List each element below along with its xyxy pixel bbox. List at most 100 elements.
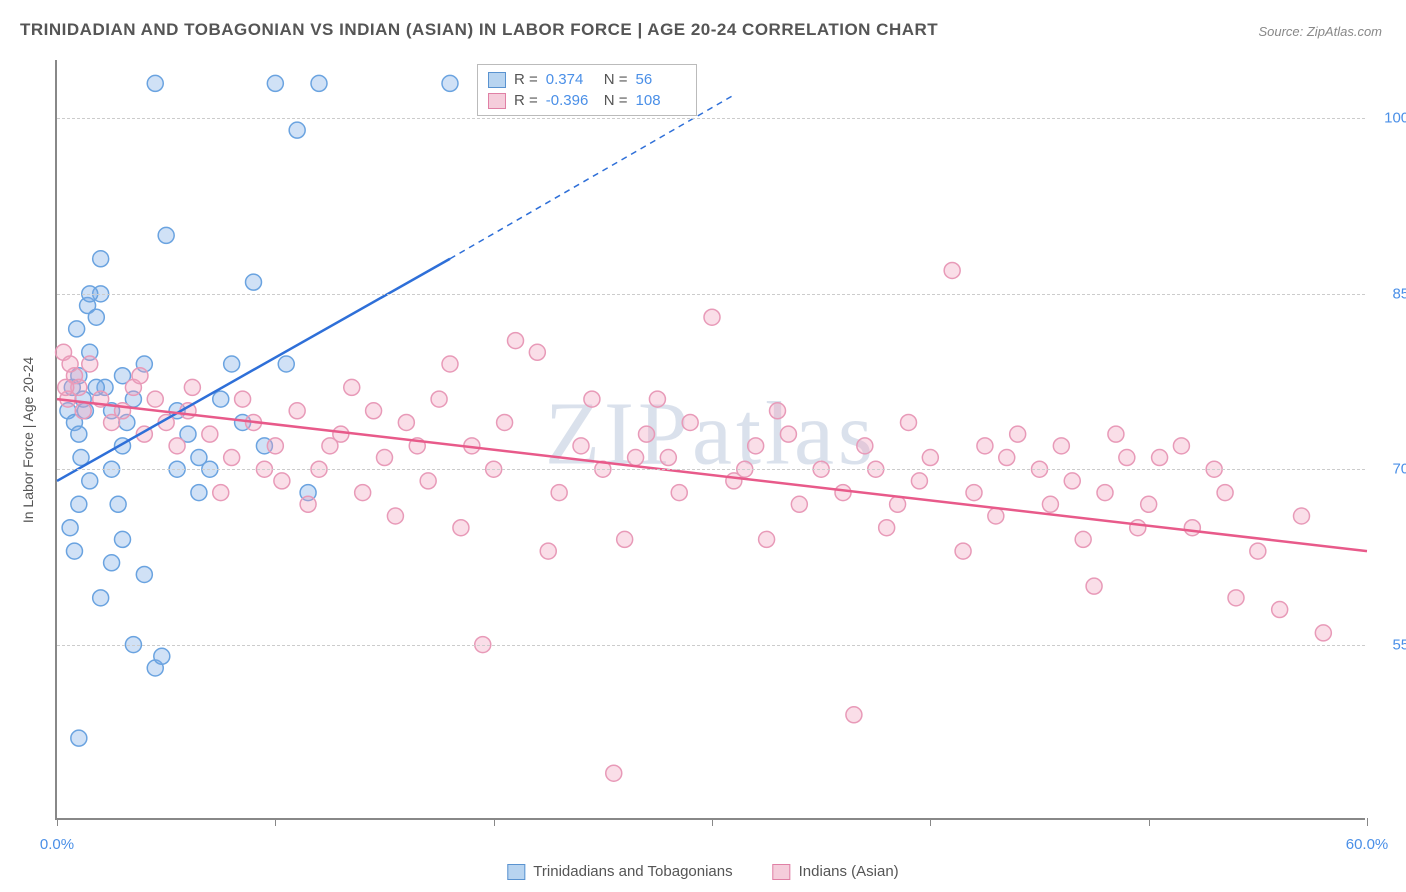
scatter-point — [540, 543, 556, 559]
stat-n-value: 56 — [636, 71, 686, 88]
trend-line — [57, 259, 450, 481]
scatter-point — [191, 450, 207, 466]
scatter-point — [1294, 508, 1310, 524]
bottom-legend-item: Indians (Asian) — [773, 863, 899, 880]
scatter-point — [508, 333, 524, 349]
scatter-point — [267, 438, 283, 454]
scatter-point — [235, 391, 251, 407]
chart-title: TRINIDADIAN AND TOBAGONIAN VS INDIAN (AS… — [20, 20, 938, 40]
scatter-point — [857, 438, 873, 454]
scatter-point — [846, 707, 862, 723]
scatter-point — [278, 356, 294, 372]
scatter-point — [442, 75, 458, 91]
stat-n-label: N = — [604, 92, 628, 109]
scatter-point — [649, 391, 665, 407]
scatter-point — [551, 485, 567, 501]
scatter-point — [791, 496, 807, 512]
scatter-point — [69, 321, 85, 337]
scatter-point — [442, 356, 458, 372]
scatter-point — [988, 508, 1004, 524]
scatter-point — [780, 426, 796, 442]
scatter-point — [584, 391, 600, 407]
scatter-point — [71, 730, 87, 746]
scatter-point — [267, 75, 283, 91]
stats-legend-row: R = 0.374 N = 56 — [488, 69, 686, 90]
scatter-point — [420, 473, 436, 489]
scatter-point — [879, 520, 895, 536]
scatter-point — [1217, 485, 1233, 501]
scatter-point — [169, 438, 185, 454]
scatter-point — [1064, 473, 1080, 489]
scatter-point — [770, 403, 786, 419]
scatter-point — [115, 531, 131, 547]
scatter-point — [671, 485, 687, 501]
legend-swatch — [773, 864, 791, 880]
scatter-point — [529, 344, 545, 360]
scatter-point — [639, 426, 655, 442]
scatter-point — [191, 485, 207, 501]
y-gridline — [57, 645, 1365, 646]
x-tick — [494, 818, 495, 826]
scatter-point — [75, 403, 91, 419]
scatter-point — [999, 450, 1015, 466]
scatter-point — [1097, 485, 1113, 501]
chart-container: TRINIDADIAN AND TOBAGONIAN VS INDIAN (AS… — [0, 0, 1406, 892]
scatter-point — [147, 391, 163, 407]
scatter-point — [62, 520, 78, 536]
scatter-point — [355, 485, 371, 501]
y-tick-label: 100.0% — [1375, 110, 1406, 127]
scatter-point — [1010, 426, 1026, 442]
y-tick-label: 85.0% — [1375, 285, 1406, 302]
scatter-point — [497, 414, 513, 430]
legend-swatch — [488, 93, 506, 109]
scatter-point — [213, 391, 229, 407]
stats-legend-box: R = 0.374 N = 56 R = -0.396 N = 108 — [477, 64, 697, 116]
stat-r-label: R = — [514, 71, 538, 88]
stat-r-value: 0.374 — [546, 71, 596, 88]
legend-series-name: Indians (Asian) — [799, 863, 899, 880]
scatter-point — [224, 450, 240, 466]
scatter-point — [682, 414, 698, 430]
scatter-point — [322, 438, 338, 454]
scatter-point — [573, 438, 589, 454]
scatter-point — [66, 543, 82, 559]
scatter-point — [1086, 578, 1102, 594]
scatter-point — [748, 438, 764, 454]
scatter-point — [147, 75, 163, 91]
scatter-point — [1184, 520, 1200, 536]
stat-n-value: 108 — [636, 92, 686, 109]
scatter-point — [246, 274, 262, 290]
scatter-point — [110, 496, 126, 512]
scatter-point — [398, 414, 414, 430]
stat-n-label: N = — [604, 71, 628, 88]
scatter-point — [58, 379, 74, 395]
scatter-point — [1042, 496, 1058, 512]
stat-r-label: R = — [514, 92, 538, 109]
scatter-point — [431, 391, 447, 407]
chart-svg — [57, 60, 1365, 818]
scatter-point — [104, 555, 120, 571]
y-axis-label: In Labor Force | Age 20-24 — [20, 357, 36, 523]
scatter-point — [1108, 426, 1124, 442]
scatter-point — [977, 438, 993, 454]
scatter-point — [835, 485, 851, 501]
scatter-point — [93, 590, 109, 606]
x-tick-label: 0.0% — [40, 836, 74, 853]
scatter-point — [82, 356, 98, 372]
scatter-point — [82, 473, 98, 489]
legend-swatch — [507, 864, 525, 880]
y-tick-label: 70.0% — [1375, 461, 1406, 478]
scatter-point — [759, 531, 775, 547]
scatter-point — [453, 520, 469, 536]
scatter-point — [289, 403, 305, 419]
scatter-point — [132, 368, 148, 384]
scatter-point — [1141, 496, 1157, 512]
x-tick — [1367, 818, 1368, 826]
scatter-point — [628, 450, 644, 466]
scatter-point — [955, 543, 971, 559]
scatter-point — [1053, 438, 1069, 454]
scatter-point — [224, 356, 240, 372]
scatter-point — [213, 485, 229, 501]
scatter-point — [311, 75, 327, 91]
y-gridline — [57, 118, 1365, 119]
